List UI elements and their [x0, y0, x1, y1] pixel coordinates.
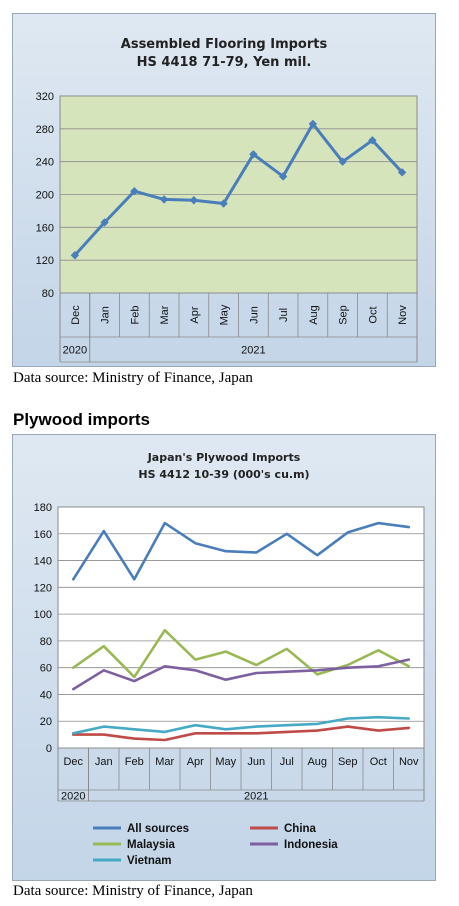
- source-note-flooring: Data source: Ministry of Finance, Japan: [13, 370, 253, 386]
- plywood-y-tick-label: 120: [34, 582, 52, 594]
- plywood-x-tick-label: Jan: [95, 756, 113, 768]
- flooring-y-tick-label: 80: [42, 288, 54, 300]
- plywood-x-tick-label: Aug: [307, 756, 327, 768]
- plywood-year-label: 2021: [244, 791, 268, 803]
- source-note-plywood: Data source: Ministry of Finance, Japan: [13, 883, 253, 899]
- plywood-legend-label: Vietnam: [127, 855, 172, 867]
- flooring-chart-svg: 80 120 160 200 240 280 320 Dec Jan Feb Mar Apr May Ju…: [36, 91, 418, 363]
- plywood-x-tick-label: Jul: [280, 756, 294, 768]
- plywood-y-tick-label: 140: [34, 556, 52, 568]
- flooring-year-label: 2020: [63, 345, 87, 357]
- flooring-y-tick-label: 120: [36, 255, 54, 267]
- plywood-y-tick-label: 0: [46, 743, 52, 755]
- plywood-legend-label: Malaysia: [127, 839, 176, 851]
- plywood-chart-title: Japan's Plywood Imports: [147, 451, 301, 464]
- plywood-chart-svg: 0 20 40 60 80 100 120 140 160 180 Dec Jan Feb Mar Apr M…: [34, 502, 425, 867]
- flooring-y-tick-label: 320: [36, 91, 54, 103]
- plywood-y-tick-label: 60: [40, 663, 52, 675]
- flooring-x-tick-label: Dec: [70, 305, 82, 325]
- flooring-x-tick-label: Jul: [278, 308, 290, 322]
- plywood-chart-title-block: Japan's Plywood Imports HS 4412 10-39 (0…: [13, 449, 435, 483]
- flooring-chart-panel: Assembled Flooring Imports HS 4418 71-79…: [12, 13, 436, 367]
- flooring-data-point: [189, 196, 199, 205]
- plywood-chart-panel: Japan's Plywood Imports HS 4412 10-39 (0…: [12, 434, 436, 881]
- flooring-data-point: [70, 251, 80, 260]
- plywood-x-tick-label: Sep: [338, 756, 358, 768]
- plywood-x-tick-label: Jun: [247, 756, 265, 768]
- flooring-data-point: [397, 168, 407, 177]
- flooring-data-point: [278, 172, 288, 181]
- plywood-chart-subtitle: HS 4412 10-39 (000's cu.m): [138, 468, 310, 481]
- flooring-y-tick-label: 240: [36, 157, 54, 169]
- plywood-y-tick-label: 20: [40, 716, 52, 728]
- flooring-chart-title: Assembled Flooring Imports: [120, 37, 328, 52]
- flooring-data-point: [100, 218, 109, 227]
- flooring-data-point: [368, 136, 377, 145]
- plywood-series-line: [71, 521, 411, 581]
- plywood-x-tick-label: Mar: [155, 756, 174, 768]
- flooring-chart-title-block: Assembled Flooring Imports HS 4418 71-79…: [13, 36, 435, 72]
- flooring-chart-subtitle: HS 4418 71-79, Yen mil.: [136, 55, 312, 70]
- plywood-x-tick-label: Feb: [125, 756, 144, 768]
- plywood-x-tick-label: Oct: [370, 756, 387, 768]
- flooring-x-tick-label: Oct: [367, 306, 379, 323]
- flooring-year-label: 2021: [241, 345, 265, 357]
- plywood-year-label: 2020: [61, 791, 85, 803]
- section-heading: Plywood imports: [13, 410, 150, 429]
- flooring-y-tick-label: 160: [36, 222, 54, 234]
- flooring-x-tick-label: Aug: [308, 305, 320, 325]
- flooring-data-point: [249, 150, 258, 159]
- flooring-x-tick-label: Mar: [159, 305, 171, 324]
- plywood-series-line: [71, 628, 411, 679]
- flooring-data-point: [159, 195, 169, 204]
- flooring-x-tick-label: Sep: [338, 305, 350, 325]
- flooring-x-tick-label: Feb: [129, 306, 141, 325]
- plywood-x-tick-label: Dec: [63, 756, 83, 768]
- plywood-y-tick-label: 40: [40, 689, 52, 701]
- plywood-y-tick-label: 80: [40, 636, 52, 648]
- plywood-series-line: [71, 725, 411, 742]
- flooring-data-point: [308, 119, 318, 129]
- flooring-y-tick-label: 280: [36, 124, 54, 136]
- plywood-y-tick-label: 180: [34, 502, 52, 514]
- plywood-legend-label: All sources: [127, 823, 189, 835]
- plywood-x-tick-label: Nov: [399, 756, 419, 768]
- plywood-y-tick-label: 100: [34, 609, 52, 621]
- plywood-x-tick-label: May: [215, 756, 236, 768]
- plywood-y-tick-label: 160: [34, 529, 52, 541]
- flooring-series-line: [73, 122, 404, 257]
- plywood-legend-label: China: [284, 823, 317, 835]
- plywood-series-line: [71, 658, 411, 691]
- flooring-x-tick-label: Nov: [397, 305, 409, 325]
- plywood-x-tick-label: Apr: [187, 756, 204, 768]
- flooring-x-tick-label: May: [219, 304, 231, 325]
- flooring-data-point: [219, 199, 228, 208]
- plywood-plot-area: [57, 506, 425, 749]
- flooring-y-tick-label: 200: [36, 190, 54, 202]
- flooring-x-tick-label: Apr: [189, 306, 201, 323]
- flooring-x-tick-label: Jan: [100, 306, 112, 324]
- plywood-series-line: [71, 715, 411, 735]
- flooring-data-point: [338, 157, 347, 166]
- flooring-x-tick-label: Jun: [248, 306, 260, 324]
- plywood-legend-label: Indonesia: [284, 839, 338, 851]
